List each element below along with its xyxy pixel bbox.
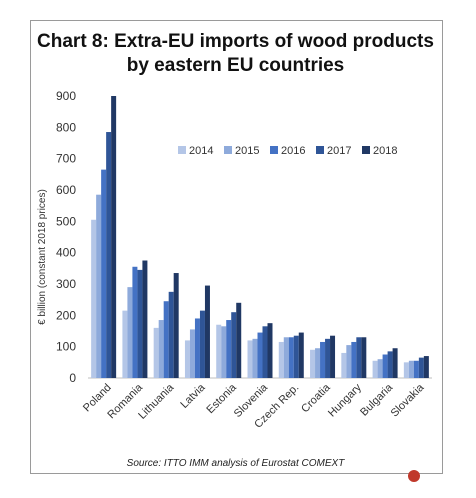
bar-estonia-2014 — [216, 324, 222, 378]
bar-romania-2017 — [137, 269, 143, 378]
bar-latvia-2017 — [199, 310, 205, 378]
legend-swatch-2016 — [270, 146, 278, 154]
chart-title: Chart 8: Extra-EU imports of wood produc… — [37, 31, 434, 76]
legend-label-2014: 2014 — [189, 145, 213, 157]
bar-croatia-2017 — [325, 338, 331, 378]
y-tick-label: 100 — [56, 340, 76, 354]
y-tick-label: 200 — [56, 308, 76, 322]
bar-slovenia-2014 — [247, 340, 253, 378]
bars — [91, 96, 429, 378]
bar-czech-rep--2015 — [283, 337, 289, 378]
bar-croatia-2018 — [330, 335, 336, 378]
bar-bulgaria-2015 — [377, 359, 383, 378]
bar-poland-2015 — [96, 194, 102, 378]
bar-slovenia-2015 — [252, 338, 258, 378]
legend-label-2018: 2018 — [373, 145, 397, 157]
bar-slovakia-2014 — [403, 362, 409, 378]
y-axis-label: € billion (constant 2018 prices) — [37, 189, 48, 325]
bar-slovakia-2016 — [413, 360, 419, 378]
bar-hungary-2017 — [356, 337, 362, 378]
logo-mark — [408, 470, 420, 482]
bar-slovenia-2018 — [267, 323, 273, 378]
x-tick-label: Latvia — [178, 381, 208, 411]
bar-latvia-2016 — [194, 318, 200, 378]
bar-lithuania-2014 — [153, 327, 159, 378]
bar-slovenia-2016 — [257, 332, 263, 378]
bar-estonia-2015 — [221, 326, 227, 378]
bar-bulgaria-2016 — [382, 354, 388, 378]
legend-label-2015: 2015 — [235, 145, 259, 157]
y-tick-label: 900 — [56, 89, 76, 103]
bar-slovakia-2015 — [408, 360, 414, 378]
bar-hungary-2018 — [361, 337, 367, 378]
bar-slovakia-2018 — [423, 356, 429, 378]
bar-romania-2015 — [127, 287, 133, 378]
bar-latvia-2015 — [189, 329, 195, 378]
bar-estonia-2017 — [231, 312, 237, 378]
legend-swatch-2015 — [224, 146, 232, 154]
bar-lithuania-2016 — [163, 301, 169, 378]
bar-lithuania-2015 — [158, 320, 164, 378]
x-tick-label: Lithuania — [136, 381, 177, 422]
bar-lithuania-2018 — [173, 273, 179, 378]
y-tick-label: 0 — [69, 371, 76, 385]
bar-latvia-2018 — [204, 285, 210, 378]
y-tick-label: 700 — [56, 152, 76, 166]
bar-bulgaria-2018 — [392, 348, 398, 378]
bar-poland-2018 — [111, 96, 117, 378]
bar-czech-rep--2016 — [288, 337, 294, 378]
bar-hungary-2015 — [346, 345, 352, 378]
chart-source: Source: ITTO IMM analysis of Eurostat CO… — [126, 458, 345, 469]
y-tick-label: 600 — [56, 183, 76, 197]
bar-croatia-2014 — [310, 349, 316, 378]
legend-swatch-2017 — [316, 146, 324, 154]
legend-swatch-2018 — [362, 146, 370, 154]
bar-slovenia-2017 — [262, 326, 268, 378]
bar-romania-2014 — [122, 310, 128, 378]
bar-croatia-2016 — [320, 341, 326, 378]
y-tick-label: 300 — [56, 277, 76, 291]
x-tick-label: Hungary — [326, 381, 364, 419]
legend-swatch-2014 — [178, 146, 186, 154]
bar-poland-2017 — [106, 132, 112, 378]
bar-romania-2018 — [142, 260, 148, 378]
bar-lithuania-2017 — [168, 291, 174, 378]
bar-slovakia-2017 — [418, 357, 424, 378]
bar-czech-rep--2014 — [278, 341, 284, 378]
y-tick-label: 800 — [56, 120, 76, 134]
bar-czech-rep--2017 — [293, 335, 299, 378]
bar-estonia-2018 — [236, 302, 242, 378]
x-tick-label: Slovakia — [389, 381, 428, 420]
y-tick-label: 400 — [56, 246, 76, 260]
bar-latvia-2014 — [184, 340, 190, 378]
legend-label-2017: 2017 — [327, 145, 351, 157]
bar-bulgaria-2017 — [387, 351, 393, 378]
bar-czech-rep--2018 — [298, 332, 304, 378]
legend-label-2016: 2016 — [281, 145, 305, 157]
y-tick-label: 500 — [56, 214, 76, 228]
bar-poland-2016 — [101, 169, 107, 378]
bar-estonia-2016 — [226, 320, 232, 378]
bar-hungary-2014 — [341, 352, 347, 378]
bar-croatia-2015 — [315, 348, 321, 378]
bar-bulgaria-2014 — [372, 360, 378, 378]
bar-poland-2014 — [91, 219, 97, 378]
bar-hungary-2016 — [351, 341, 357, 378]
bar-romania-2016 — [132, 266, 138, 378]
legend: 2014 2015 2016 2017 2018 — [178, 145, 397, 157]
